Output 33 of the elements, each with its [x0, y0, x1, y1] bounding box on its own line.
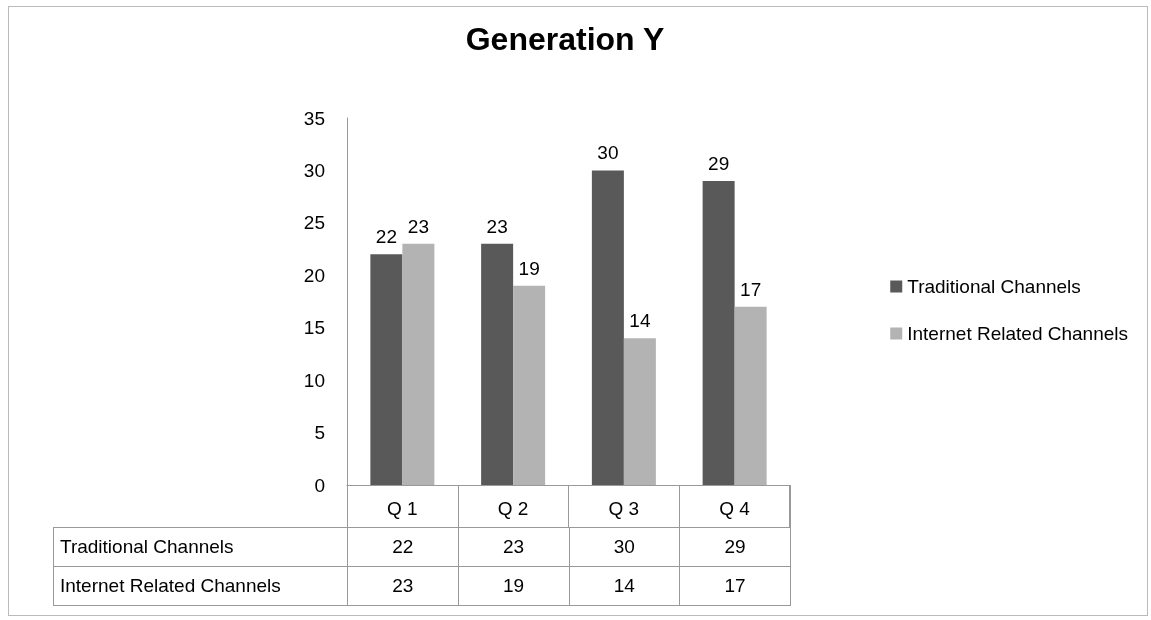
text: 19 [457, 566, 570, 606]
x-tick-label: Q 3 [608, 498, 640, 519]
text: 23 [347, 566, 459, 606]
data-label: 14 [629, 310, 651, 332]
y-tick-label: 30 [303, 159, 325, 181]
text: 23 [457, 527, 570, 567]
y-tick-label: 20 [303, 264, 325, 286]
data-label: 23 [486, 215, 508, 237]
data-label: 30 [597, 142, 619, 164]
data-label: 22 [375, 226, 397, 248]
y-tick-label: 15 [303, 317, 325, 339]
data-label: 29 [708, 152, 730, 174]
text: 29 [679, 527, 791, 567]
x-tick-label: Q 2 [497, 498, 529, 519]
text: 30 [568, 527, 681, 567]
y-tick-label: 35 [303, 107, 325, 129]
text: 22 [347, 527, 459, 567]
data-label: 23 [407, 215, 429, 237]
chart-title: Generation Y [465, 21, 665, 57]
legend-label: Traditional Channels [907, 276, 1081, 297]
text: Traditional Channels [60, 536, 234, 557]
text: 14 [568, 566, 681, 606]
legend-label: Internet Related Channels [907, 323, 1129, 344]
y-tick-label: 10 [303, 369, 325, 391]
y-tick-label: 25 [303, 212, 325, 234]
text: 17 [679, 566, 791, 606]
text: Internet Related Channels [60, 575, 281, 596]
y-tick-label: 5 [314, 422, 325, 444]
y-tick-label: 0 [314, 474, 325, 496]
data-label: 17 [740, 278, 762, 300]
data-label: 19 [518, 257, 540, 279]
x-tick-label: Q 4 [719, 498, 751, 519]
x-tick-label: Q 1 [387, 498, 418, 519]
